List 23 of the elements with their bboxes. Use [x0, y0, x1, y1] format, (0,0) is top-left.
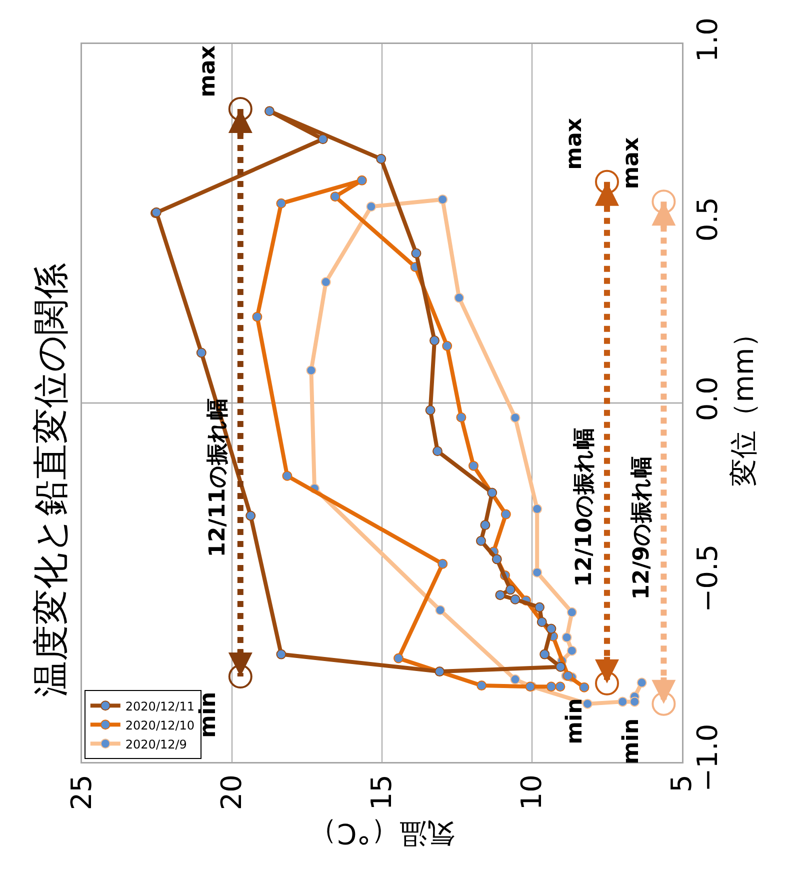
y-tick-label: 1.0	[690, 18, 724, 62]
x-tick-label: 20	[215, 774, 248, 810]
annotation: 12/9の振れ幅	[630, 456, 655, 600]
x-axis-title: 気温（°C）	[309, 817, 455, 850]
legend-label: 2020/12/9	[125, 737, 187, 752]
annotation: min	[618, 718, 644, 765]
x-tick-label: 25	[65, 774, 98, 810]
annotation: 12/11の振れ幅	[205, 398, 230, 558]
annotation: max	[562, 118, 588, 170]
annotation: min	[562, 698, 588, 744]
legend-label: 2020/12/11	[125, 699, 195, 714]
annotation: 12/10の振れ幅	[572, 428, 598, 587]
y-tick-label: 0.5	[690, 197, 724, 242]
annotation: max	[195, 45, 220, 98]
x-tick-label: 15	[365, 774, 398, 810]
x-tick-label: 10	[515, 774, 548, 810]
y-tick-label: −0.5	[690, 544, 724, 612]
annotation: max	[619, 137, 644, 190]
y-tick-label: 0.0	[690, 376, 724, 422]
text: 温度変化と鉛直変位の関係	[31, 263, 72, 697]
annotation: min	[196, 692, 221, 738]
legend-label: 2020/12/10	[125, 718, 195, 732]
y-axis-title: 変位（mm）	[726, 320, 760, 486]
